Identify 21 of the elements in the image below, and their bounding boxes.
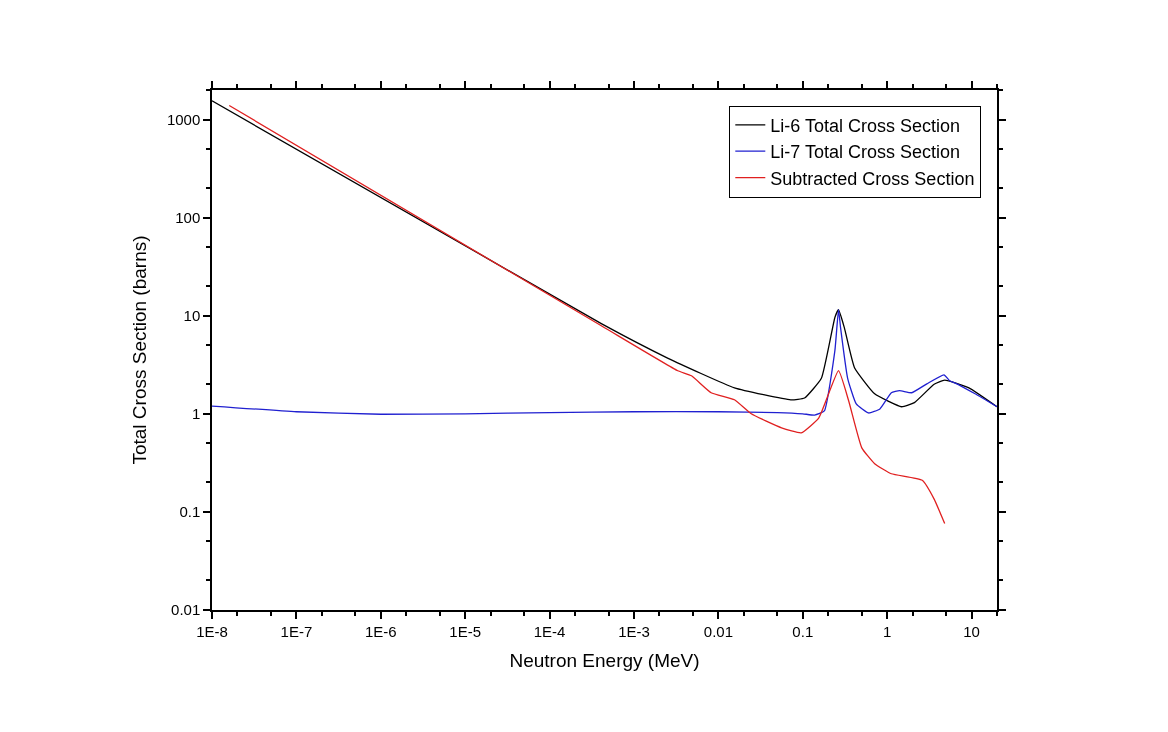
y-tick-label: 1: [191, 405, 201, 423]
y-tick-label: 100: [175, 208, 201, 226]
y-axis-title: Total Cross Section (barns): [129, 235, 151, 465]
y-tick-label: 1000: [166, 110, 201, 128]
x-tick-label: 1: [883, 622, 892, 640]
legend-label: Li-6 Total Cross Section: [770, 115, 961, 136]
x-tick-label: 10: [963, 622, 980, 640]
x-tick-label: 1E-7: [280, 622, 313, 640]
x-tick-label: 0.01: [703, 622, 733, 640]
x-tick-label: 1E-8: [196, 622, 228, 640]
x-tick-label: 0.1: [792, 622, 814, 640]
x-tick-label: 1E-6: [364, 622, 397, 640]
x-tick-label: 1E-4: [533, 622, 566, 640]
legend-label: Li-7 Total Cross Section: [770, 142, 961, 163]
x-tick-label: 1E-5: [449, 622, 482, 640]
y-tick-label: 0.01: [171, 601, 201, 619]
y-tick-label: 0.1: [179, 503, 201, 521]
y-tick-label: 10: [183, 306, 201, 324]
x-axis-title: Neutron Energy (MeV): [509, 650, 700, 672]
x-tick-label: 1E-3: [618, 622, 650, 640]
legend-label: Subtracted Cross Section: [770, 168, 975, 189]
